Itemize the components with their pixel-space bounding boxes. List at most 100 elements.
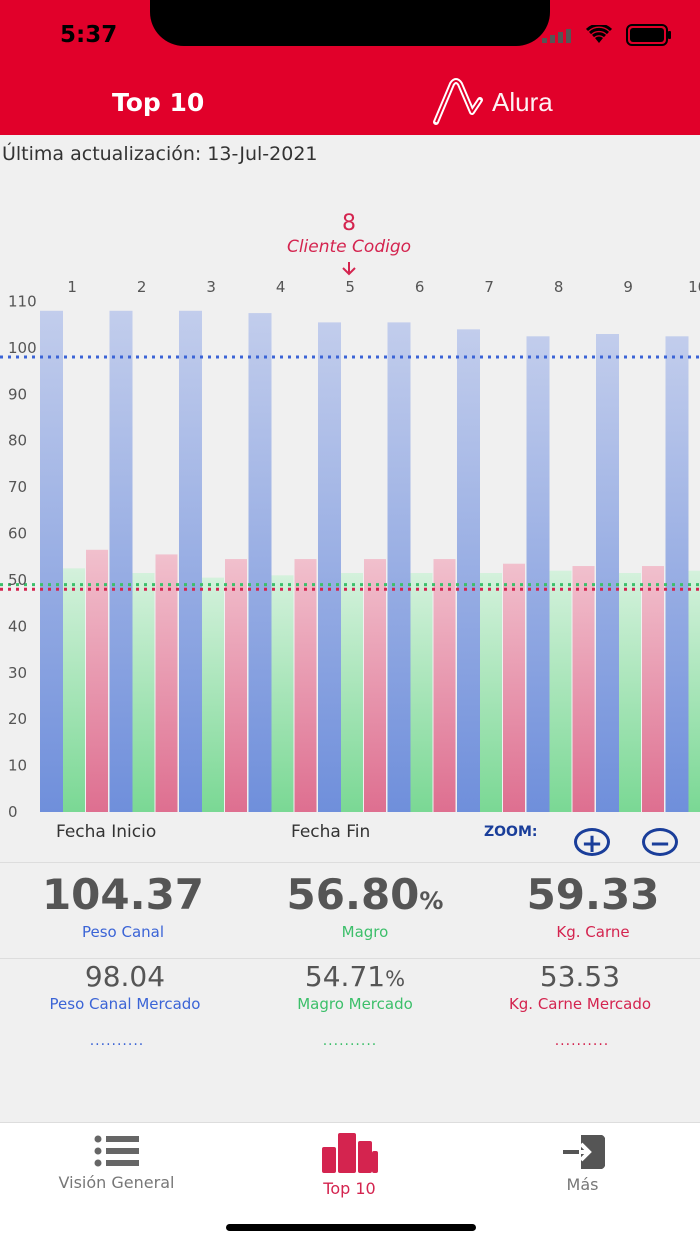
bar-peso-canal-9[interactable] [596, 334, 619, 812]
tab-top-10[interactable]: Top 10 [233, 1123, 466, 1198]
bar-magro-3[interactable] [202, 578, 224, 812]
magro-mercado-unit: % [385, 967, 405, 991]
y-tick-label: 30 [8, 664, 27, 682]
bar-magro-2[interactable] [133, 573, 155, 812]
bar-peso-canal-3[interactable] [179, 311, 202, 812]
tab-vision-general[interactable]: Visión General [0, 1123, 233, 1192]
bar-kg-carne-5[interactable] [364, 559, 386, 812]
y-tick-label: 90 [8, 385, 27, 403]
bar-kg-carne-2[interactable] [156, 554, 178, 812]
bar-magro-7[interactable] [480, 573, 502, 812]
x-tick-label: 5 [345, 278, 355, 296]
x-tick-label: 7 [484, 278, 494, 296]
brand-name: Alura [492, 87, 553, 118]
y-tick-label: 110 [8, 293, 37, 311]
zoom-out-button[interactable]: − [642, 828, 678, 856]
zoom-label: ZOOM: [484, 824, 537, 840]
battery-icon [626, 24, 672, 46]
bar-magro-9[interactable] [619, 573, 641, 812]
bar-peso-canal-7[interactable] [457, 329, 480, 812]
y-tick-label: 60 [8, 525, 27, 543]
header-bar: 5:37 Top 10 Alura [0, 0, 700, 135]
bar-magro-1[interactable] [63, 568, 85, 812]
bar-kg-carne-3[interactable] [225, 559, 247, 812]
tab-mas[interactable]: Más [466, 1123, 699, 1194]
bar-peso-canal-8[interactable] [527, 336, 550, 812]
bar-chart-icon [322, 1133, 378, 1173]
last-updated-date: 13-Jul-2021 [207, 143, 317, 165]
peso-canal-label: Peso Canal [8, 923, 238, 941]
x-tick-label: 1 [67, 278, 77, 296]
magro-label: Magro [250, 923, 480, 941]
home-indicator [226, 1224, 476, 1231]
bar-kg-carne-6[interactable] [434, 559, 456, 812]
bar-peso-canal-4[interactable] [249, 313, 272, 812]
tab-vision-general-label: Visión General [0, 1173, 233, 1192]
kg-carne-mercado-label: Kg. Carne Mercado [465, 995, 695, 1013]
fecha-fin-label: Fecha Fin [291, 822, 370, 842]
stats-divider-top [0, 862, 700, 863]
x-tick-label: 3 [206, 278, 216, 296]
stat-peso-canal: 104.37 Peso Canal [8, 870, 238, 941]
device-notch [150, 0, 550, 46]
tab-top-10-label: Top 10 [233, 1179, 466, 1198]
kg-carne-value: 59.33 [527, 870, 660, 919]
peso-canal-mercado-label: Peso Canal Mercado [10, 995, 240, 1013]
kg-carne-dots: .......... [467, 1033, 697, 1049]
stat-kg-carne-mercado: 53.53 Kg. Carne Mercado [465, 960, 695, 1013]
y-tick-label: 70 [8, 478, 27, 496]
bar-kg-carne-8[interactable] [573, 566, 595, 812]
bar-magro-6[interactable] [411, 573, 433, 812]
cellular-signal-icon [542, 27, 572, 43]
sign-in-icon [561, 1135, 605, 1169]
marker-value: 8 [342, 211, 356, 236]
stat-kg-carne: 59.33 Kg. Carne [478, 870, 700, 941]
kg-carne-mercado-value: 53.53 [540, 960, 620, 993]
tab-mas-label: Más [466, 1175, 699, 1194]
stat-magro: 56.80% Magro [250, 870, 480, 941]
marker-arrow-icon [343, 262, 355, 274]
plus-icon: + [581, 829, 603, 859]
alura-logo-icon [432, 78, 488, 126]
y-tick-label: 40 [8, 617, 27, 635]
bar-peso-canal-5[interactable] [318, 322, 341, 812]
magro-mercado-label: Magro Mercado [240, 995, 470, 1013]
bar-peso-canal-1[interactable] [40, 311, 63, 812]
brand-logo: Alura [432, 78, 553, 126]
x-tick-label: 6 [415, 278, 425, 296]
y-tick-label: 50 [8, 571, 27, 589]
x-tick-label: 4 [276, 278, 286, 296]
fecha-inicio-label: Fecha Inicio [56, 822, 156, 842]
magro-value: 56.80 [287, 870, 420, 919]
bar-magro-10[interactable] [689, 571, 700, 812]
bar-kg-carne-9[interactable] [642, 566, 664, 812]
y-tick-label: 100 [8, 339, 37, 357]
bar-peso-canal-2[interactable] [110, 311, 133, 812]
wifi-icon [586, 25, 612, 45]
bar-magro-5[interactable] [341, 573, 363, 812]
peso-canal-dots: .......... [2, 1033, 232, 1049]
x-tick-label: 9 [623, 278, 633, 296]
kg-carne-label: Kg. Carne [478, 923, 700, 941]
stats-divider [0, 958, 700, 959]
x-tick-label: 8 [554, 278, 564, 296]
page-title: Top 10 [112, 88, 204, 117]
x-tick-label: 10 [688, 278, 700, 296]
y-tick-label: 0 [8, 803, 18, 820]
bar-peso-canal-10[interactable] [666, 336, 689, 812]
bar-peso-canal-6[interactable] [388, 322, 411, 812]
zoom-in-button[interactable]: + [574, 828, 610, 856]
bar-magro-4[interactable] [272, 575, 294, 812]
y-tick-label: 80 [8, 432, 27, 450]
list-icon [94, 1135, 140, 1167]
last-updated-label: Última actualización: [2, 143, 201, 165]
last-updated: Última actualización: 13-Jul-2021 [2, 143, 318, 165]
bar-kg-carne-4[interactable] [295, 559, 317, 812]
y-tick-label: 10 [8, 757, 27, 775]
status-icons [542, 24, 672, 46]
bar-magro-8[interactable] [550, 571, 572, 812]
bar-kg-carne-7[interactable] [503, 564, 525, 812]
stat-peso-canal-mercado: 98.04 Peso Canal Mercado [10, 960, 240, 1013]
magro-unit: % [419, 887, 443, 915]
